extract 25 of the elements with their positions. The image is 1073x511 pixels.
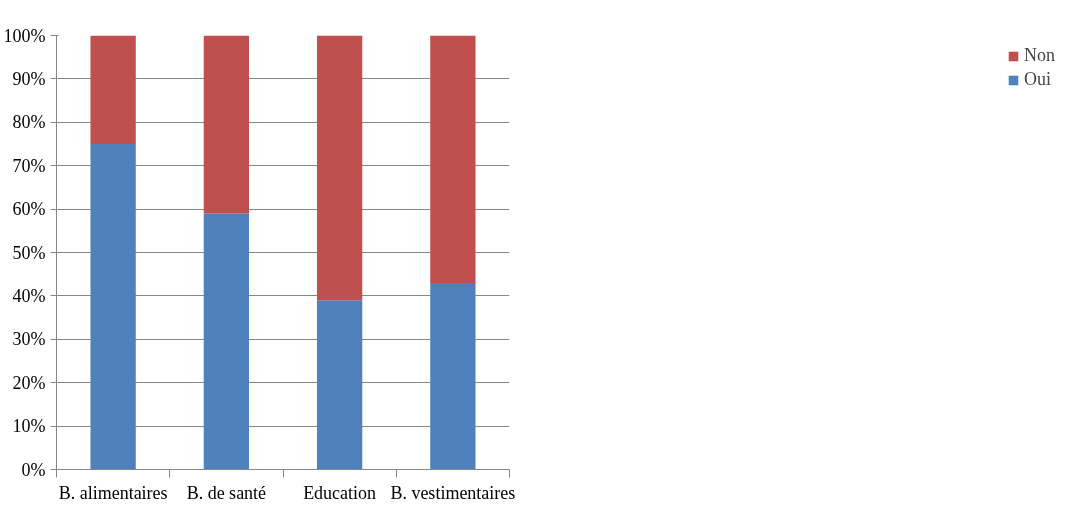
- y-tick-label: 0%: [21, 459, 46, 480]
- bar: [203, 35, 250, 214]
- bar: [90, 35, 136, 144]
- y-tick-label: 100%: [3, 25, 46, 46]
- legend-label: Oui: [1024, 69, 1051, 90]
- bar: [316, 35, 363, 301]
- bar: [90, 144, 136, 470]
- y-tick-label: 60%: [12, 199, 46, 220]
- bar: [203, 213, 250, 470]
- bar: [430, 282, 476, 470]
- x-tick-label: Education: [303, 482, 377, 503]
- y-tick-label: 30%: [12, 329, 46, 350]
- y-tick-label: 10%: [12, 416, 46, 437]
- bar: [430, 35, 476, 283]
- y-tick-label: 50%: [12, 242, 46, 263]
- x-tick-label: B. de santé: [186, 482, 267, 503]
- x-tick-label: B. vestimentaires: [390, 482, 516, 503]
- y-tick-label: 70%: [12, 155, 46, 176]
- legend-label: Non: [1024, 45, 1055, 66]
- y-tick-label: 40%: [12, 285, 46, 306]
- y-tick-label: 20%: [12, 372, 46, 393]
- y-tick-label: 90%: [12, 68, 46, 89]
- x-tick-label: B. alimentaires: [58, 482, 168, 503]
- bar: [316, 300, 363, 470]
- y-tick-label: 80%: [12, 112, 46, 133]
